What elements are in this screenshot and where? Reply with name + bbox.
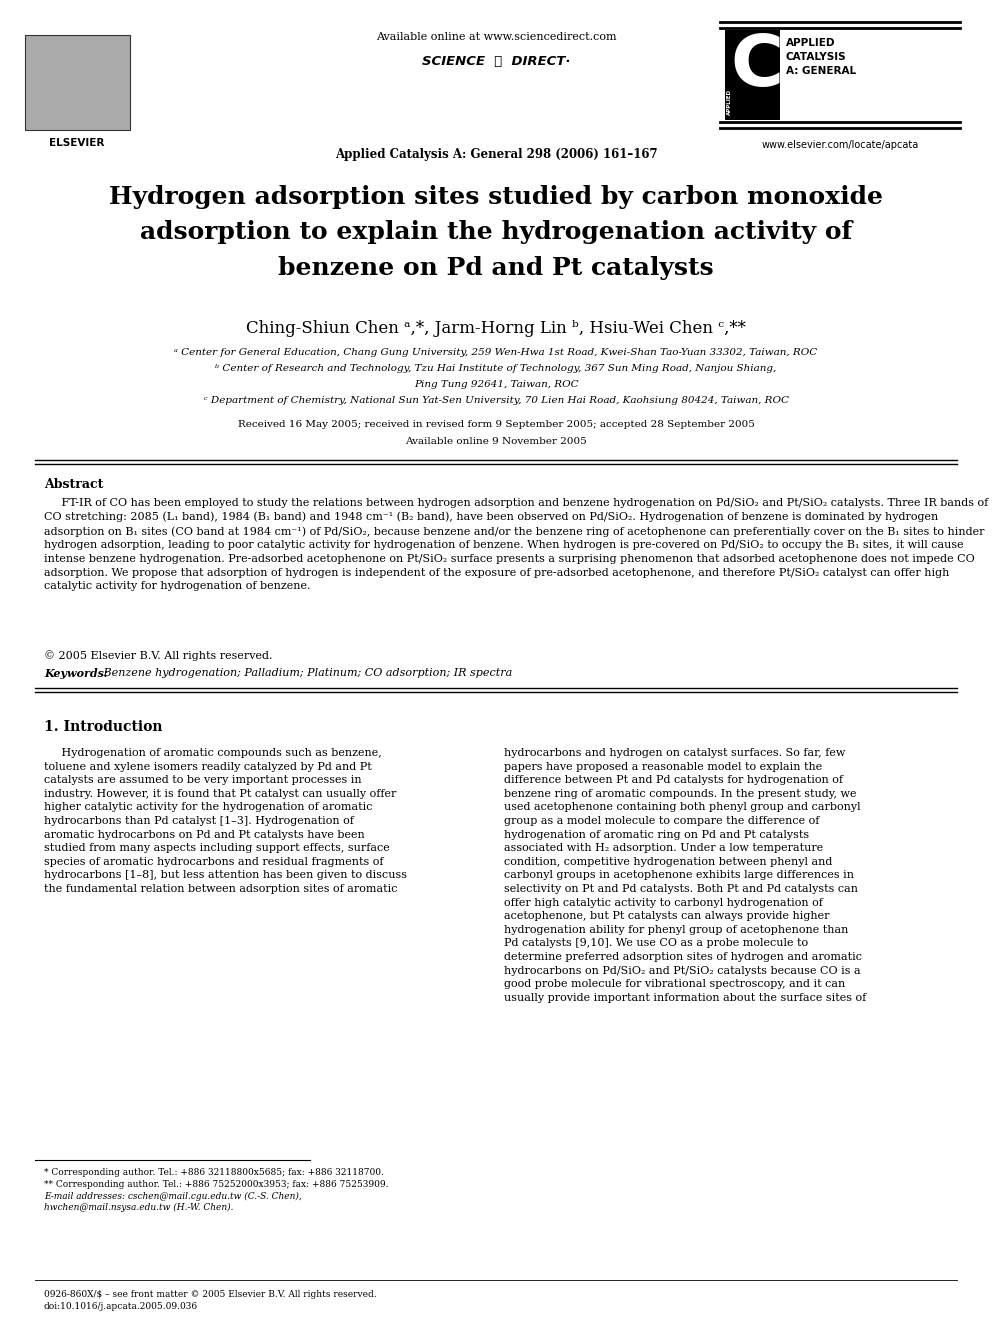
Text: Abstract: Abstract (44, 478, 103, 491)
Text: Received 16 May 2005; received in revised form 9 September 2005; accepted 28 Sep: Received 16 May 2005; received in revise… (237, 419, 755, 429)
Text: ᵇ Center of Research and Technology, Tzu Hai Institute of Technology, 367 Sun Mi: ᵇ Center of Research and Technology, Tzu… (215, 364, 777, 373)
Text: © 2005 Elsevier B.V. All rights reserved.: © 2005 Elsevier B.V. All rights reserved… (44, 650, 273, 660)
Text: Hydrogen adsorption sites studied by carbon monoxide
adsorption to explain the h: Hydrogen adsorption sites studied by car… (109, 185, 883, 279)
Text: hwchen@mail.nsysa.edu.tw (H.-W. Chen).: hwchen@mail.nsysa.edu.tw (H.-W. Chen). (44, 1203, 233, 1212)
Text: Available online 9 November 2005: Available online 9 November 2005 (405, 437, 587, 446)
Text: 0926-860X/$ – see front matter © 2005 Elsevier B.V. All rights reserved.: 0926-860X/$ – see front matter © 2005 El… (44, 1290, 377, 1299)
Text: Applied Catalysis A: General 298 (2006) 161–167: Applied Catalysis A: General 298 (2006) … (334, 148, 658, 161)
Text: Available online at www.sciencedirect.com: Available online at www.sciencedirect.co… (376, 32, 616, 42)
Text: C: C (730, 32, 783, 101)
Text: www.elsevier.com/locate/apcata: www.elsevier.com/locate/apcata (762, 140, 919, 149)
Text: doi:10.1016/j.apcata.2005.09.036: doi:10.1016/j.apcata.2005.09.036 (44, 1302, 198, 1311)
Text: ᶜ Department of Chemistry, National Sun Yat-Sen University, 70 Lien Hai Road, Ka: ᶜ Department of Chemistry, National Sun … (203, 396, 789, 405)
Text: APPLIED
CATALYSIS
A: GENERAL: APPLIED CATALYSIS A: GENERAL (786, 38, 856, 75)
Text: FT-IR of CO has been employed to study the relations between hydrogen adsorption: FT-IR of CO has been employed to study t… (44, 497, 988, 591)
Text: SCIENCE  ⓐ  DIRECT·: SCIENCE ⓐ DIRECT· (422, 56, 570, 67)
Text: hydrocarbons and hydrogen on catalyst surfaces. So far, few
papers have proposed: hydrocarbons and hydrogen on catalyst su… (504, 747, 866, 1003)
Text: ** Corresponding author. Tel.: +886 75252000x3953; fax: +886 75253909.: ** Corresponding author. Tel.: +886 7525… (44, 1180, 389, 1189)
Text: Hydrogenation of aromatic compounds such as benzene,
toluene and xylene isomers : Hydrogenation of aromatic compounds such… (44, 747, 407, 894)
Text: * Corresponding author. Tel.: +886 32118800x5685; fax: +886 32118700.: * Corresponding author. Tel.: +886 32118… (44, 1168, 384, 1177)
Bar (725, 30, 780, 120)
Text: 1. Introduction: 1. Introduction (44, 720, 163, 734)
Text: ELSEVIER: ELSEVIER (50, 138, 105, 148)
Text: Ping Tung 92641, Taiwan, ROC: Ping Tung 92641, Taiwan, ROC (414, 380, 578, 389)
Text: E-mail addresses: cschen@mail.cgu.edu.tw (C.-S. Chen),: E-mail addresses: cschen@mail.cgu.edu.tw… (44, 1192, 302, 1201)
Text: Keywords:: Keywords: (44, 668, 108, 679)
Text: Benzene hydrogenation; Palladium; Platinum; CO adsorption; IR spectra: Benzene hydrogenation; Palladium; Platin… (100, 668, 512, 677)
Bar (25, 34, 130, 130)
Text: APPLIED: APPLIED (727, 89, 732, 115)
Text: ᵃ Center for General Education, Chang Gung University, 259 Wen-Hwa 1st Road, Kwe: ᵃ Center for General Education, Chang Gu… (175, 348, 817, 357)
Text: Ching-Shiun Chen ᵃ,*, Jarm-Horng Lin ᵇ, Hsiu-Wei Chen ᶜ,**: Ching-Shiun Chen ᵃ,*, Jarm-Horng Lin ᵇ, … (246, 320, 746, 337)
